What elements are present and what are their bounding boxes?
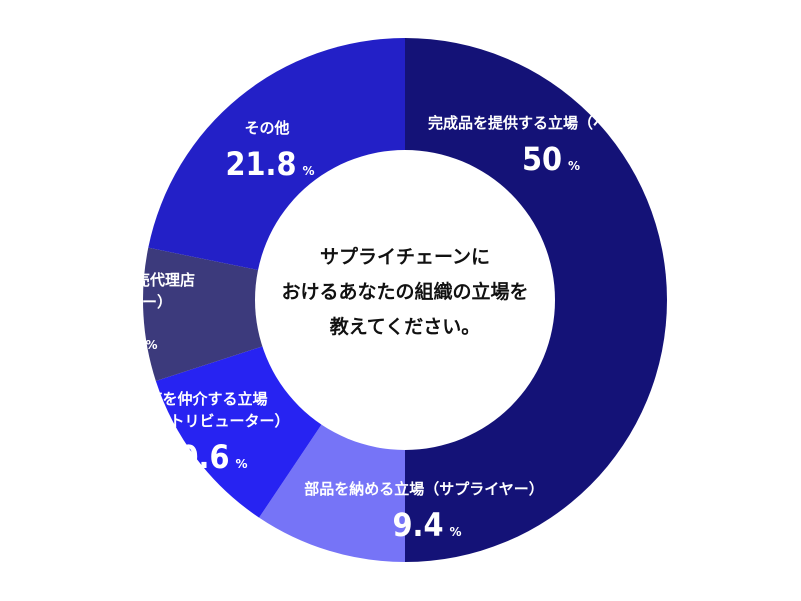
center-title-line-2: 教えてください。 — [330, 315, 480, 338]
slice-label-4: その他 21.8% — [225, 119, 314, 183]
slice-label-2: 販売を仲介する立場 （ディストリビューター） 10.6% — [111, 390, 290, 476]
slice-name-3-0: ベンダーの販売代理店 — [45, 271, 195, 289]
slice-value-0: 50 — [522, 140, 562, 178]
slice-unit-3: % — [146, 338, 158, 352]
slice-unit-4: % — [303, 164, 315, 178]
slice-name-0-0: 完成品を提供する立場（ベンダー） — [428, 114, 668, 132]
center-title-line-1: おけるあなたの組織の立場を — [281, 280, 528, 303]
slice-label-0: 完成品を提供する立場（ベンダー） 50% — [428, 114, 668, 178]
slice-label-3: ベンダーの販売代理店 （ディーラー） 8.2% — [45, 271, 195, 357]
slice-name-4-0: その他 — [244, 119, 289, 137]
slice-name-1-0: 部品を納める立場（サプライヤー） — [304, 480, 544, 498]
slice-name-2-1: （ディストリビューター） — [111, 412, 290, 430]
slice-label-1: 部品を納める立場（サプライヤー） 9.4% — [304, 480, 544, 544]
donut-hole — [255, 150, 555, 450]
slice-name-2-0: 販売を仲介する立場 — [132, 390, 267, 408]
slice-value-2: 10.6 — [158, 438, 229, 476]
slice-unit-2: % — [236, 457, 248, 471]
slice-value-1: 9.4 — [393, 506, 444, 544]
slice-value-3: 8.2 — [89, 319, 140, 357]
slice-unit-1: % — [450, 525, 462, 539]
chart-labels: 完成品を提供する立場（ベンダー）50 %部品を納める立場（サプライヤー）9.4 %販… — [45, 114, 668, 544]
center-title-line-0: サプライチェーンに — [320, 245, 490, 268]
slice-value-4: 21.8 — [225, 145, 296, 183]
slice-unit-0: % — [568, 159, 580, 173]
slice-name-3-1: （ディーラー） — [68, 293, 172, 311]
